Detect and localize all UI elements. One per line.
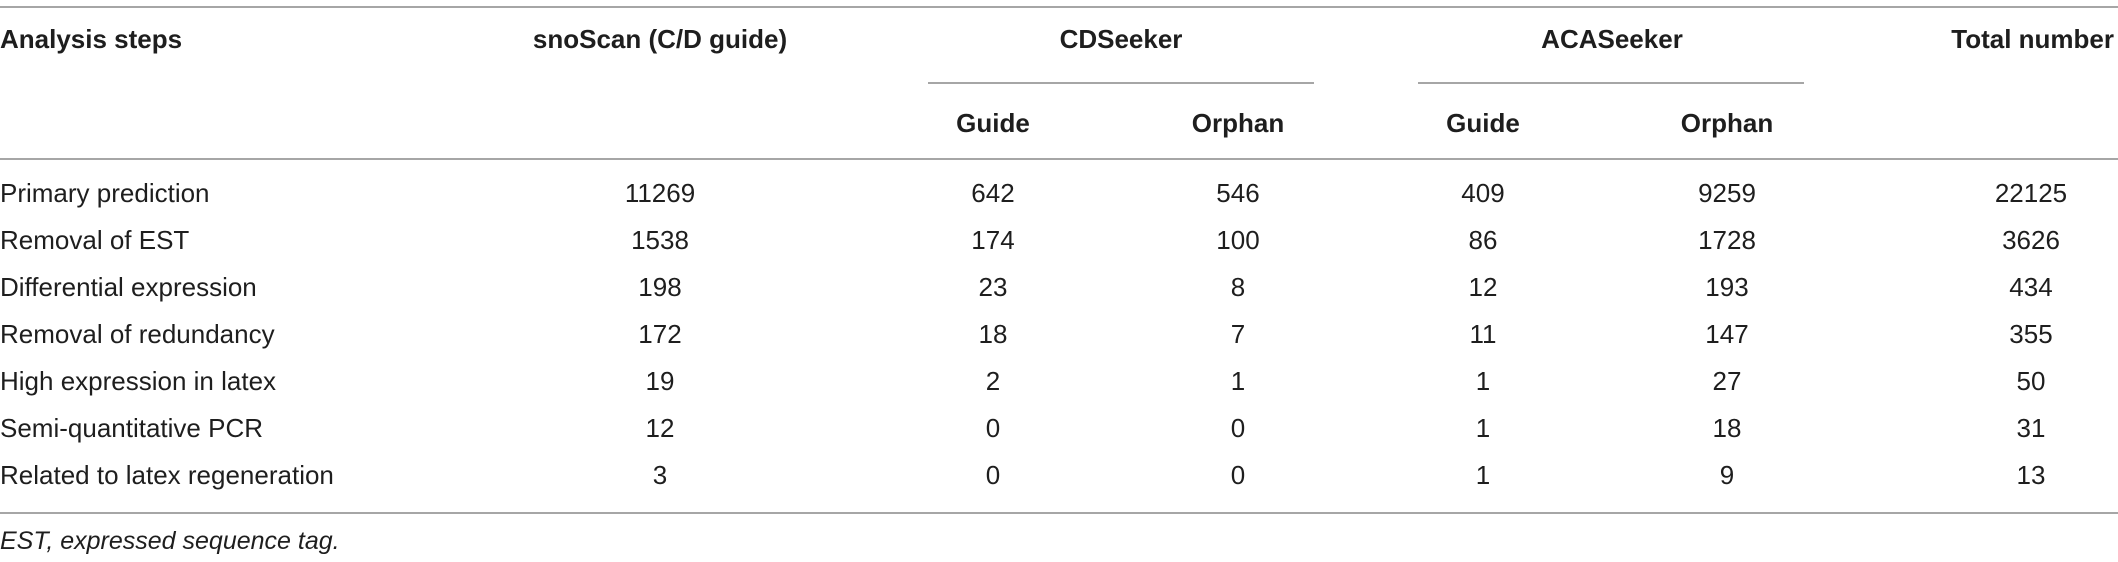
row-total: 3626 xyxy=(2002,225,2060,255)
row-aca-guide: 11 xyxy=(1469,319,1497,349)
row-cd-orphan: 7 xyxy=(1230,319,1246,349)
row-total: 31 xyxy=(2016,413,2046,443)
row-total: 434 xyxy=(2009,272,2053,302)
header-snoscan: snoScan (C/D guide) xyxy=(532,24,788,54)
row-cd-guide: 0 xyxy=(985,460,1001,490)
row-step: Primary prediction xyxy=(0,178,210,208)
row-aca-orphan: 193 xyxy=(1705,272,1749,302)
row-cd-guide: 18 xyxy=(978,319,1008,349)
row-snoscan: 1538 xyxy=(631,225,689,255)
row-step: High expression in latex xyxy=(0,366,277,396)
row-step: Removal of redundancy xyxy=(0,319,275,349)
row-aca-orphan: 27 xyxy=(1712,366,1742,396)
header-cdseeker: CDSeeker xyxy=(1059,24,1183,54)
row-snoscan: 3 xyxy=(652,460,668,490)
row-cd-guide: 23 xyxy=(978,272,1008,302)
row-cd-orphan: 8 xyxy=(1230,272,1246,302)
row-snoscan: 11269 xyxy=(624,178,696,208)
row-aca-orphan: 9259 xyxy=(1698,178,1756,208)
row-total: 355 xyxy=(2009,319,2053,349)
row-snoscan: 198 xyxy=(638,272,682,302)
header-aca-guide: Guide xyxy=(1446,108,1520,138)
row-snoscan: 172 xyxy=(638,319,682,349)
row-aca-guide: 1 xyxy=(1475,366,1491,396)
table-bottom-rule xyxy=(0,512,2118,514)
row-aca-guide: 86 xyxy=(1468,225,1498,255)
header-analysis-steps: Analysis steps xyxy=(0,24,183,54)
header-cd-orphan: Orphan xyxy=(1191,108,1285,138)
table-footnote: EST, expressed sequence tag. xyxy=(0,527,340,555)
row-aca-orphan: 9 xyxy=(1719,460,1735,490)
row-snoscan: 19 xyxy=(645,366,675,396)
row-aca-guide: 1 xyxy=(1475,460,1491,490)
row-step: Related to latex regeneration xyxy=(0,460,334,490)
row-aca-orphan: 147 xyxy=(1705,319,1749,349)
row-step: Removal of EST xyxy=(0,225,190,255)
row-cd-orphan: 0 xyxy=(1230,413,1246,443)
row-total: 13 xyxy=(2016,460,2046,490)
header-bottom-rule xyxy=(0,158,2118,160)
row-cd-orphan: 100 xyxy=(1216,225,1260,255)
row-cd-guide: 2 xyxy=(985,366,1001,396)
row-total: 22125 xyxy=(1994,178,2068,208)
row-step: Differential expression xyxy=(0,272,257,302)
row-snoscan: 12 xyxy=(645,413,675,443)
table-top-rule xyxy=(0,6,2118,8)
row-cd-orphan: 0 xyxy=(1230,460,1246,490)
row-cd-guide: 0 xyxy=(985,413,1001,443)
row-aca-orphan: 18 xyxy=(1712,413,1742,443)
row-cd-guide: 174 xyxy=(971,225,1015,255)
row-cd-guide: 642 xyxy=(971,178,1015,208)
row-aca-guide: 1 xyxy=(1475,413,1491,443)
row-aca-orphan: 1728 xyxy=(1698,225,1756,255)
row-total: 50 xyxy=(2016,366,2046,396)
row-step: Semi-quantitative PCR xyxy=(0,413,263,443)
cdseeker-span-rule xyxy=(928,82,1314,84)
acaseeker-span-rule xyxy=(1418,82,1804,84)
header-acaseeker: ACASeeker xyxy=(1541,24,1683,54)
header-aca-orphan: Orphan xyxy=(1680,108,1774,138)
row-aca-guide: 409 xyxy=(1461,178,1505,208)
row-aca-guide: 12 xyxy=(1468,272,1498,302)
row-cd-orphan: 546 xyxy=(1216,178,1260,208)
header-cd-guide: Guide xyxy=(956,108,1030,138)
header-total: Total number xyxy=(1951,24,2114,54)
row-cd-orphan: 1 xyxy=(1230,366,1246,396)
